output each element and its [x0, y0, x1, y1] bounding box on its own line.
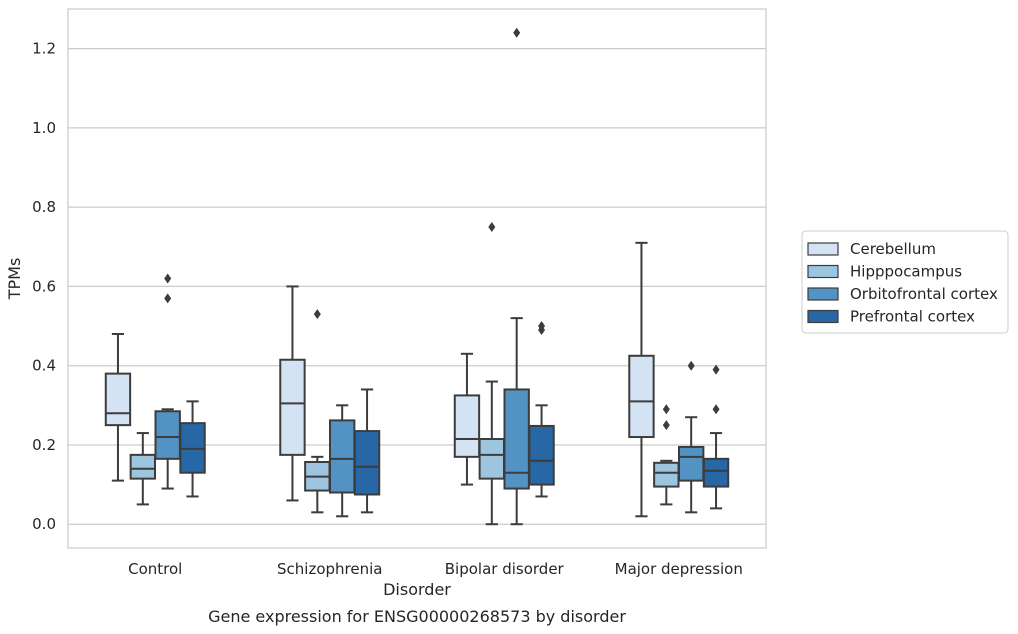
box-1-0 [279, 285, 306, 502]
iqr-box [279, 358, 306, 456]
box-3-1 [653, 404, 680, 506]
box-1-2 [328, 404, 356, 518]
legend-swatch [807, 242, 839, 256]
legend: Cerebellum Hipppocampus Orbitofrontal cort… [801, 230, 1009, 334]
x-axis-label: Disorder [383, 580, 451, 599]
outlier-point [164, 293, 172, 304]
box-2-2 [503, 27, 530, 526]
box-1-1 [304, 309, 331, 514]
outlier-point [662, 404, 670, 415]
chart-caption: Gene expression for ENSG00000268573 by d… [208, 607, 626, 626]
iqr-box [478, 438, 506, 480]
iqr-box [453, 394, 481, 458]
iqr-box [653, 461, 680, 488]
legend-swatch [807, 287, 839, 301]
x-tick-label: Major depression [615, 560, 743, 578]
x-tick-label: Bipolar disorder [445, 560, 565, 578]
legend-label: Cerebellum [850, 240, 936, 258]
legend-label: Hipppocampus [850, 263, 962, 281]
box-0-1 [129, 432, 157, 506]
box-2-3 [528, 321, 555, 498]
legend-label: Prefrontal cortex [850, 308, 975, 326]
box-0-3 [179, 400, 206, 498]
legend-swatch [807, 309, 839, 324]
iqr-box [702, 457, 730, 488]
y-tick-label: 0.6 [32, 277, 56, 295]
iqr-box [104, 372, 132, 427]
tick-labels: 0.0 0.2 0.4 0.6 0.8 1.0 1.2 Control Schizophreni… [32, 40, 743, 578]
iqr-box [328, 419, 356, 494]
box-3-2 [677, 360, 705, 514]
iqr-box [628, 354, 655, 439]
outlier-point [164, 273, 172, 284]
outlier-point [687, 360, 695, 371]
plot-area-frame [67, 8, 767, 549]
outlier-point [538, 321, 546, 332]
box-1-3 [353, 388, 381, 514]
y-tick-label: 0.0 [32, 515, 56, 533]
iqr-box [677, 445, 705, 482]
box-0-2 [154, 273, 181, 490]
box-3-3 [702, 364, 730, 510]
outlier-point [513, 27, 521, 38]
y-tick-label: 0.2 [32, 436, 56, 454]
outlier-point [712, 364, 720, 375]
iqr-box [528, 424, 555, 486]
iqr-box [353, 430, 381, 496]
x-tick-label: Control [128, 560, 182, 578]
legend-swatch [807, 264, 839, 279]
y-tick-label: 1.0 [32, 119, 56, 137]
box-3-0 [628, 241, 655, 518]
y-tick-label: 0.8 [32, 198, 56, 216]
x-tick-label: Schizophrenia [277, 560, 382, 578]
iqr-box [154, 410, 181, 460]
y-tick-label: 0.4 [32, 357, 56, 375]
legend-frame [801, 230, 1009, 334]
iqr-box [129, 453, 157, 480]
outlier-point [662, 420, 670, 431]
box-groups [104, 27, 730, 526]
box-0-0 [104, 332, 132, 482]
y-tick-label: 1.2 [32, 40, 56, 58]
outlier-point [488, 221, 496, 232]
box-2-0 [453, 352, 481, 486]
box-2-1 [478, 221, 506, 526]
outlier-point [712, 404, 720, 415]
legend-label: Orbitofrontal cortex [850, 285, 998, 303]
y-axis-label: TPMs [5, 258, 24, 301]
outlier-point [313, 309, 321, 320]
